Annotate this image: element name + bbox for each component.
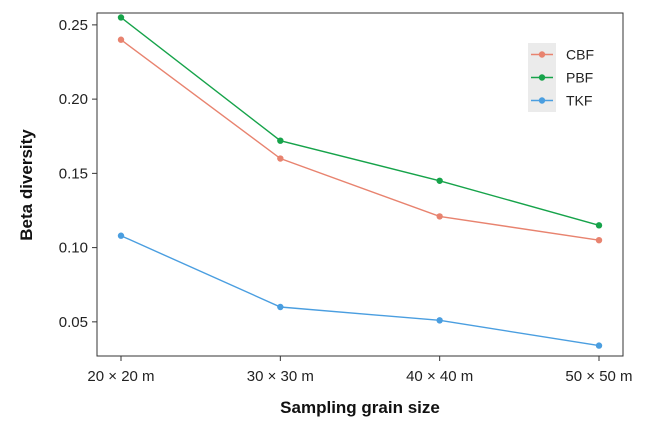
y-axis-title: Beta diversity [17, 129, 36, 241]
x-axis-title: Sampling grain size [280, 398, 440, 417]
series-layer [117, 14, 603, 349]
data-point-cbf [595, 236, 603, 244]
x-axis: 20 × 20 m 30 × 30 m 40 × 40 m 50 × 50 m [87, 356, 633, 385]
x-tick-label: 40 × 40 m [406, 368, 473, 385]
data-point-tkf [117, 232, 125, 239]
data-point-pbf [595, 222, 603, 229]
legend-label-tkf: TKF [566, 93, 592, 109]
y-tick-label: 0.25 [59, 17, 88, 34]
legend-label-pbf: PBF [566, 70, 593, 86]
y-tick-label: 0.05 [59, 314, 88, 331]
legend-swatch-point-cbf [538, 51, 546, 58]
series-line-pbf [120, 16, 600, 227]
y-tick-label: 0.15 [59, 165, 88, 182]
y-tick-label: 0.20 [59, 91, 88, 108]
data-point-cbf [436, 213, 443, 220]
data-point-cbf [117, 36, 125, 43]
data-point-tkf [595, 342, 603, 349]
x-tick-label: 30 × 30 m [247, 368, 314, 385]
legend: CBF PBF TKF [528, 43, 594, 112]
x-tick-label: 50 × 50 m [565, 368, 632, 385]
data-point-tkf [436, 317, 443, 324]
data-point-tkf [277, 303, 284, 311]
data-point-pbf [436, 177, 443, 184]
legend-label-cbf: CBF [566, 47, 594, 63]
data-point-pbf [277, 137, 284, 144]
data-point-pbf [117, 14, 125, 21]
y-axis: 0.05 0.10 0.15 0.20 0.25 [59, 17, 97, 331]
y-tick-label: 0.10 [59, 240, 88, 257]
legend-swatch-point-tkf [538, 97, 546, 104]
x-tick-label: 20 × 20 m [87, 368, 154, 385]
legend-swatch-point-pbf [538, 74, 546, 81]
series-line-cbf [120, 39, 600, 241]
data-point-cbf [277, 155, 284, 162]
series-line-tkf [120, 235, 600, 347]
